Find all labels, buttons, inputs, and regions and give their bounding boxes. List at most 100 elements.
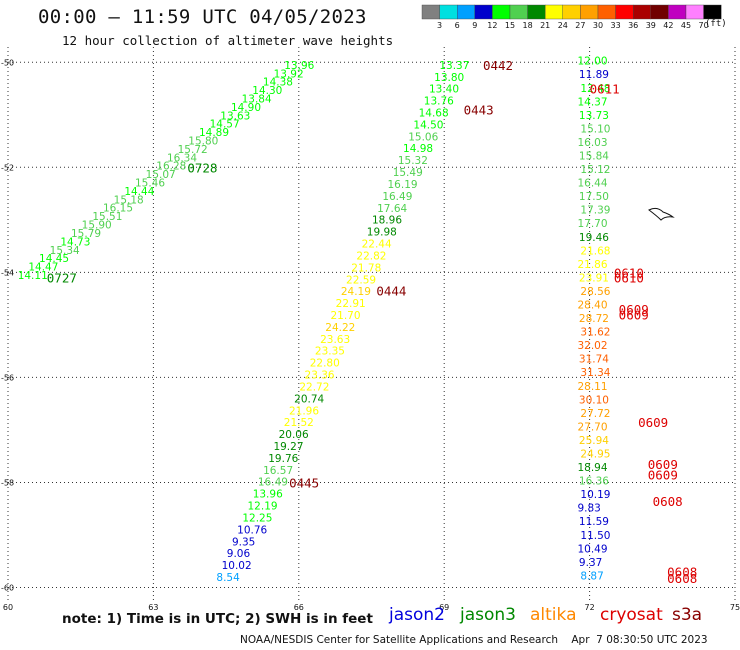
- x-tick-label: 75: [730, 603, 740, 612]
- wave-height-label: 23.63: [320, 334, 350, 346]
- colorbar-swatch: [685, 4, 704, 20]
- colorbar-label: 33: [611, 21, 621, 30]
- wave-height-label: 30.10: [579, 394, 609, 406]
- wave-height-label: 9.37: [579, 557, 602, 569]
- pass-id-label: 0609: [619, 307, 649, 322]
- wave-height-label: 15.12: [580, 164, 610, 176]
- wave-height-label: 19.76: [268, 453, 298, 465]
- colorbar-swatch: [668, 4, 687, 20]
- wave-height-label: 21.52: [284, 417, 314, 429]
- wave-height-label: 25.94: [579, 435, 609, 447]
- colorbar-label: 39: [646, 21, 656, 30]
- wave-height-label: 18.96: [372, 215, 402, 227]
- colorbar-swatch: [421, 4, 440, 20]
- pass-id-label: 0610: [614, 265, 644, 280]
- wave-height-label: 15.72: [178, 144, 208, 156]
- wave-height-label: 14.38: [263, 77, 293, 89]
- wave-height-label: 10.19: [580, 489, 610, 501]
- x-tick-label: 60: [3, 603, 13, 612]
- wave-height-label: 15.06: [408, 131, 438, 143]
- wave-height-label: 16.34: [167, 152, 197, 164]
- footer-text: NOAA/NESDIS Center for Satellite Applica…: [240, 634, 708, 646]
- wave-height-label: 31.74: [579, 354, 609, 366]
- wave-height-label: 21.96: [289, 405, 319, 417]
- wave-height-label: 14.30: [252, 85, 282, 97]
- wave-height-label: 13.73: [579, 110, 609, 122]
- wave-height-label: 16.19: [388, 179, 418, 191]
- pass-id-label: 0609: [648, 468, 678, 483]
- wave-height-label: 14.90: [231, 102, 261, 114]
- pass-id-label: 0611: [590, 82, 620, 97]
- wave-height-label: 13.80: [434, 72, 464, 84]
- colorbar-swatch: [703, 4, 722, 20]
- pass-id-label: 0442: [483, 58, 513, 73]
- wave-height-label: 19.27: [273, 441, 303, 453]
- colorbar-label: 30: [593, 21, 603, 30]
- y-tick-label: -56: [1, 373, 14, 382]
- pass-id-label: 0727: [47, 271, 77, 286]
- colorbar-label: 36: [628, 21, 638, 30]
- colorbar-label: 42: [663, 21, 673, 30]
- wave-height-label: 17.64: [377, 203, 407, 215]
- wave-height-label: 15.46: [135, 178, 165, 190]
- y-tick-label: -60: [1, 583, 14, 592]
- colorbar-swatch: [439, 4, 458, 20]
- colorbar-swatch: [580, 4, 599, 20]
- wave-height-label: 8.54: [216, 572, 240, 584]
- chart-title: 00:00 – 11:59 UTC 04/05/2023: [38, 6, 367, 28]
- wave-height-label: 15.51: [92, 211, 122, 223]
- x-tick-label: 63: [148, 603, 158, 612]
- wave-height-label: 31.62: [580, 327, 610, 339]
- pass-id-label: 0443: [464, 103, 494, 118]
- wave-height-label: 16.49: [258, 477, 288, 489]
- legend-jason2: jason2: [389, 605, 445, 625]
- colorbar-label: 9: [472, 21, 477, 30]
- wave-height-label: 14.73: [60, 236, 90, 248]
- x-tick-label: 69: [439, 603, 449, 612]
- colorbar-label: 3: [437, 21, 442, 30]
- wave-height-label: 14.50: [413, 119, 443, 131]
- wave-height-label: 21.78: [351, 262, 381, 274]
- wave-height-label: 19.46: [579, 232, 609, 244]
- x-tick-label: 66: [294, 603, 304, 612]
- colorbar-label: 70: [699, 21, 709, 30]
- wave-height-label: 24.19: [341, 286, 371, 298]
- wave-height-label: 11.89: [579, 69, 609, 81]
- colorbar-swatch: [633, 4, 652, 20]
- pass-id-label: 0609: [648, 457, 678, 472]
- wave-height-label: 22.80: [310, 358, 340, 370]
- wave-height-label: 17.50: [579, 191, 609, 203]
- colorbar-label: 24: [558, 21, 568, 30]
- wave-height-label: 10.02: [222, 560, 252, 572]
- colorbar-label: 45: [681, 21, 691, 30]
- colorbar-swatch: [615, 4, 634, 20]
- legend-altika: altika: [530, 605, 577, 625]
- colorbar-swatch: [650, 4, 669, 20]
- wave-height-label: 23.36: [305, 370, 335, 382]
- wave-height-label: 15.34: [50, 245, 80, 257]
- wave-height-label: 27.72: [580, 408, 610, 420]
- wave-height-label: 28.72: [579, 313, 609, 325]
- wave-height-label: 19.98: [367, 227, 397, 239]
- y-tick-label: -50: [1, 58, 14, 67]
- pass-id-label: 0608: [667, 565, 697, 580]
- colorbar-label: 18: [523, 21, 533, 30]
- wave-height-label: 13.96: [253, 489, 283, 501]
- wave-height-label: 10.76: [237, 524, 267, 536]
- wave-height-label: 20.74: [294, 393, 324, 405]
- wave-height-label: 12.00: [577, 56, 607, 68]
- chart-subtitle: 12 hour collection of altimeter wave hei…: [62, 33, 394, 48]
- wave-height-label: 14.47: [28, 262, 58, 274]
- colorbar-swatch: [474, 4, 493, 20]
- wave-height-label: 14.98: [403, 143, 433, 155]
- wave-height-label: 13.84: [242, 93, 272, 105]
- wave-height-label: 8.87: [580, 570, 603, 582]
- pass-id-label: 0609: [619, 302, 649, 317]
- wave-height-label: 15.84: [579, 150, 609, 162]
- wave-height-label: 16.49: [382, 191, 412, 203]
- wave-height-label: 16.57: [263, 465, 293, 477]
- wave-height-label: 14.37: [577, 96, 607, 108]
- wave-height-label: 32.02: [577, 340, 607, 352]
- colorbar-swatch: [492, 4, 511, 20]
- colorbar-swatch: [527, 4, 546, 20]
